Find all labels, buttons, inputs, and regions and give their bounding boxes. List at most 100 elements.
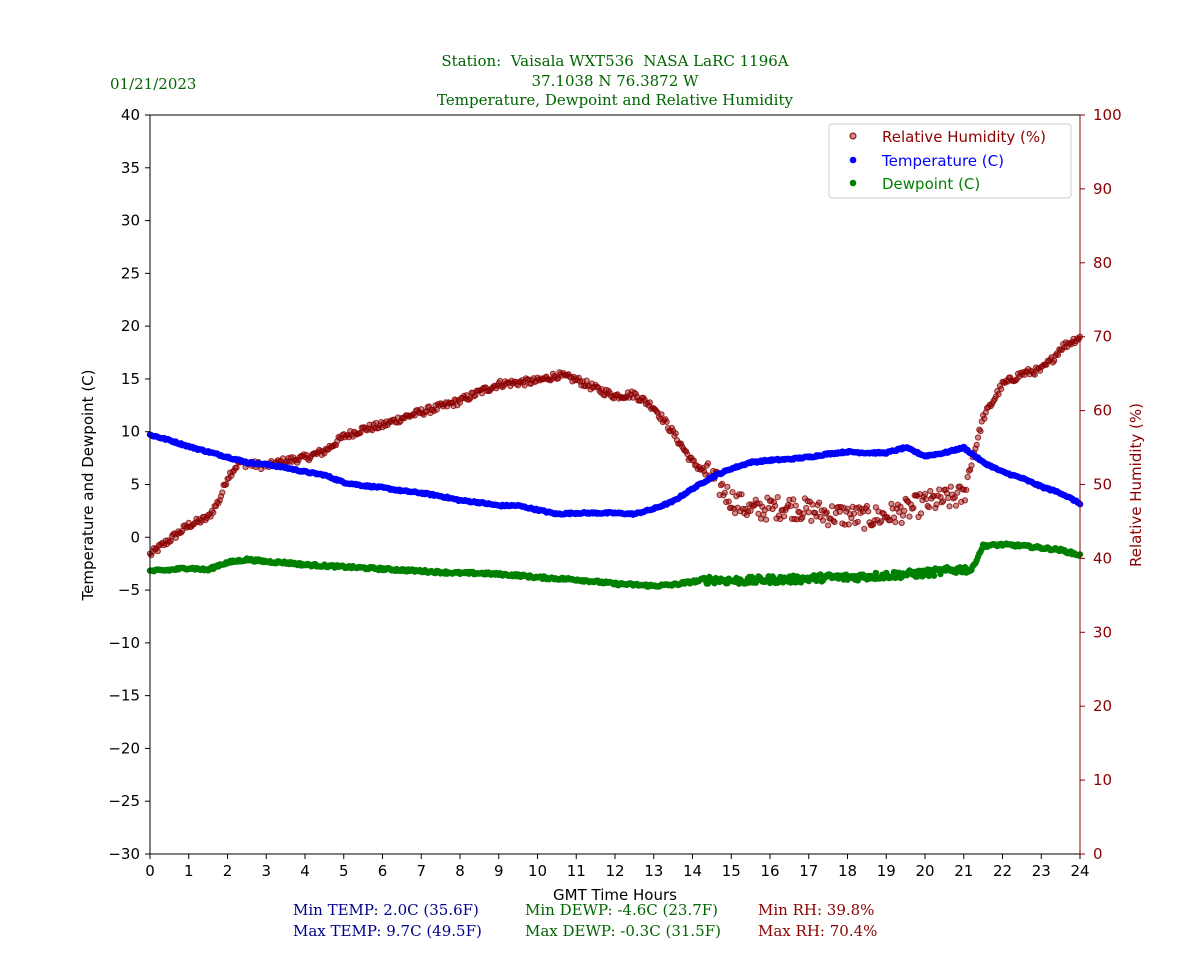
rh-point	[725, 498, 732, 505]
dewpoint-point	[872, 569, 880, 577]
y-tick-label-right: 60	[1093, 402, 1112, 420]
rh-point	[819, 517, 827, 524]
rh-point	[897, 503, 904, 510]
rh-point	[808, 517, 815, 525]
title-line-coordinates: 37.1038 N 76.3872 W	[532, 72, 699, 90]
y-tick-label-right: 10	[1093, 771, 1112, 789]
rh-point	[898, 519, 905, 527]
y-tick-label-left: −30	[108, 845, 140, 863]
rh-point	[933, 501, 940, 508]
rh-point	[998, 385, 1005, 392]
y-tick-label-right: 100	[1093, 106, 1122, 124]
rh-point	[210, 509, 217, 516]
rh-point	[974, 434, 982, 441]
rh-point	[646, 399, 654, 406]
stat-min-temp: Min TEMP: 2.0C (35.6F)	[293, 901, 479, 919]
legend: Relative Humidity (%) Temperature (C) De…	[828, 123, 1072, 199]
rh-point	[729, 489, 736, 496]
legend-label-dewpoint: Dewpoint (C)	[882, 175, 980, 193]
y-tick-label-left: 35	[121, 159, 140, 177]
x-tick-label: 9	[494, 862, 504, 880]
x-tick-label: 4	[300, 862, 310, 880]
y-tick-label-left: −15	[108, 687, 140, 705]
rh-point	[809, 501, 816, 508]
rh-point	[968, 462, 975, 469]
rh-point	[925, 504, 933, 511]
x-tick-label: 13	[644, 862, 663, 880]
rh-point	[863, 502, 871, 510]
y-tick-label-left: −20	[108, 739, 140, 757]
rh-point	[747, 507, 754, 514]
rh-point	[763, 516, 770, 523]
rh-point	[844, 505, 851, 512]
stat-min-dewp: Min DEWP: -4.6C (23.7F)	[525, 901, 718, 919]
rh-point	[167, 538, 174, 545]
y-axis-label-right: Relative Humidity (%)	[1127, 403, 1145, 567]
title-line-station: Station: Vaisala WXT536 NASA LaRC 1196A	[441, 52, 788, 70]
rh-point	[936, 486, 943, 493]
rh-point	[223, 481, 230, 488]
y-tick-label-left: −10	[108, 634, 140, 652]
rh-point	[672, 430, 679, 437]
rh-point	[805, 509, 812, 516]
x-tick-label: 7	[416, 862, 426, 880]
y-tick-label-right: 80	[1093, 254, 1112, 272]
rh-point	[219, 489, 226, 496]
rh-point	[981, 415, 988, 422]
rh-point	[478, 390, 486, 397]
rh-point	[995, 391, 1002, 398]
stat-min-rh: Min RH: 39.8%	[758, 901, 874, 919]
rh-point	[787, 503, 794, 510]
x-tick-label: 20	[915, 862, 934, 880]
legend-marker-rh	[849, 132, 857, 140]
x-axis-label: GMT Time Hours	[553, 886, 677, 904]
rh-point	[825, 522, 832, 529]
rh-point	[816, 499, 823, 506]
rh-point	[927, 487, 934, 495]
x-tick-label: 18	[838, 862, 857, 880]
rh-point	[848, 514, 855, 522]
x-tick-label: 5	[339, 862, 349, 880]
rh-point	[977, 428, 984, 435]
rh-point	[878, 518, 885, 525]
x-tick-label: 6	[378, 862, 388, 880]
rh-point	[861, 525, 868, 532]
rh-point	[923, 496, 930, 503]
rh-point	[781, 513, 788, 520]
rh-point	[496, 377, 504, 384]
stat-max-dewp: Max DEWP: -0.3C (31.5F)	[525, 922, 721, 940]
x-tick-label: 12	[605, 862, 624, 880]
rh-point	[719, 480, 726, 487]
stat-max-temp: Max TEMP: 9.7C (49.5F)	[293, 922, 482, 940]
rh-point	[663, 418, 670, 425]
rh-point	[357, 429, 364, 436]
data-layer	[146, 333, 1084, 590]
y-tick-label-right: 30	[1093, 623, 1112, 641]
rh-point	[828, 503, 836, 510]
x-tick-label: 19	[877, 862, 896, 880]
x-tick-label: 11	[567, 862, 586, 880]
rh-point	[946, 503, 953, 510]
temperature-series	[146, 431, 1084, 518]
rh-point	[803, 504, 810, 511]
rh-point	[704, 460, 712, 467]
y-tick-label-left: −5	[118, 581, 140, 599]
rh-point	[921, 490, 929, 497]
x-tick-label: 1	[184, 862, 194, 880]
x-tick-label: 21	[954, 862, 973, 880]
y-tick-label-right: 40	[1093, 549, 1112, 567]
x-tick-label: 8	[455, 862, 465, 880]
rh-point	[790, 496, 797, 503]
y-axis-label-left: Temperature and Dewpoint (C)	[79, 369, 97, 601]
rh-point	[901, 507, 908, 514]
rh-point	[850, 510, 858, 517]
y-tick-label-left: −25	[108, 792, 140, 810]
dewpoint-series	[146, 540, 1084, 590]
y-tick-label-left: 10	[121, 423, 140, 441]
y-tick-label-right: 0	[1093, 845, 1103, 863]
rh-point	[845, 521, 852, 528]
x-tick-label: 10	[528, 862, 547, 880]
y-tick-label-right: 20	[1093, 697, 1112, 715]
y-tick-label-left: 15	[121, 370, 140, 388]
y-tick-label-left: 30	[121, 212, 140, 230]
